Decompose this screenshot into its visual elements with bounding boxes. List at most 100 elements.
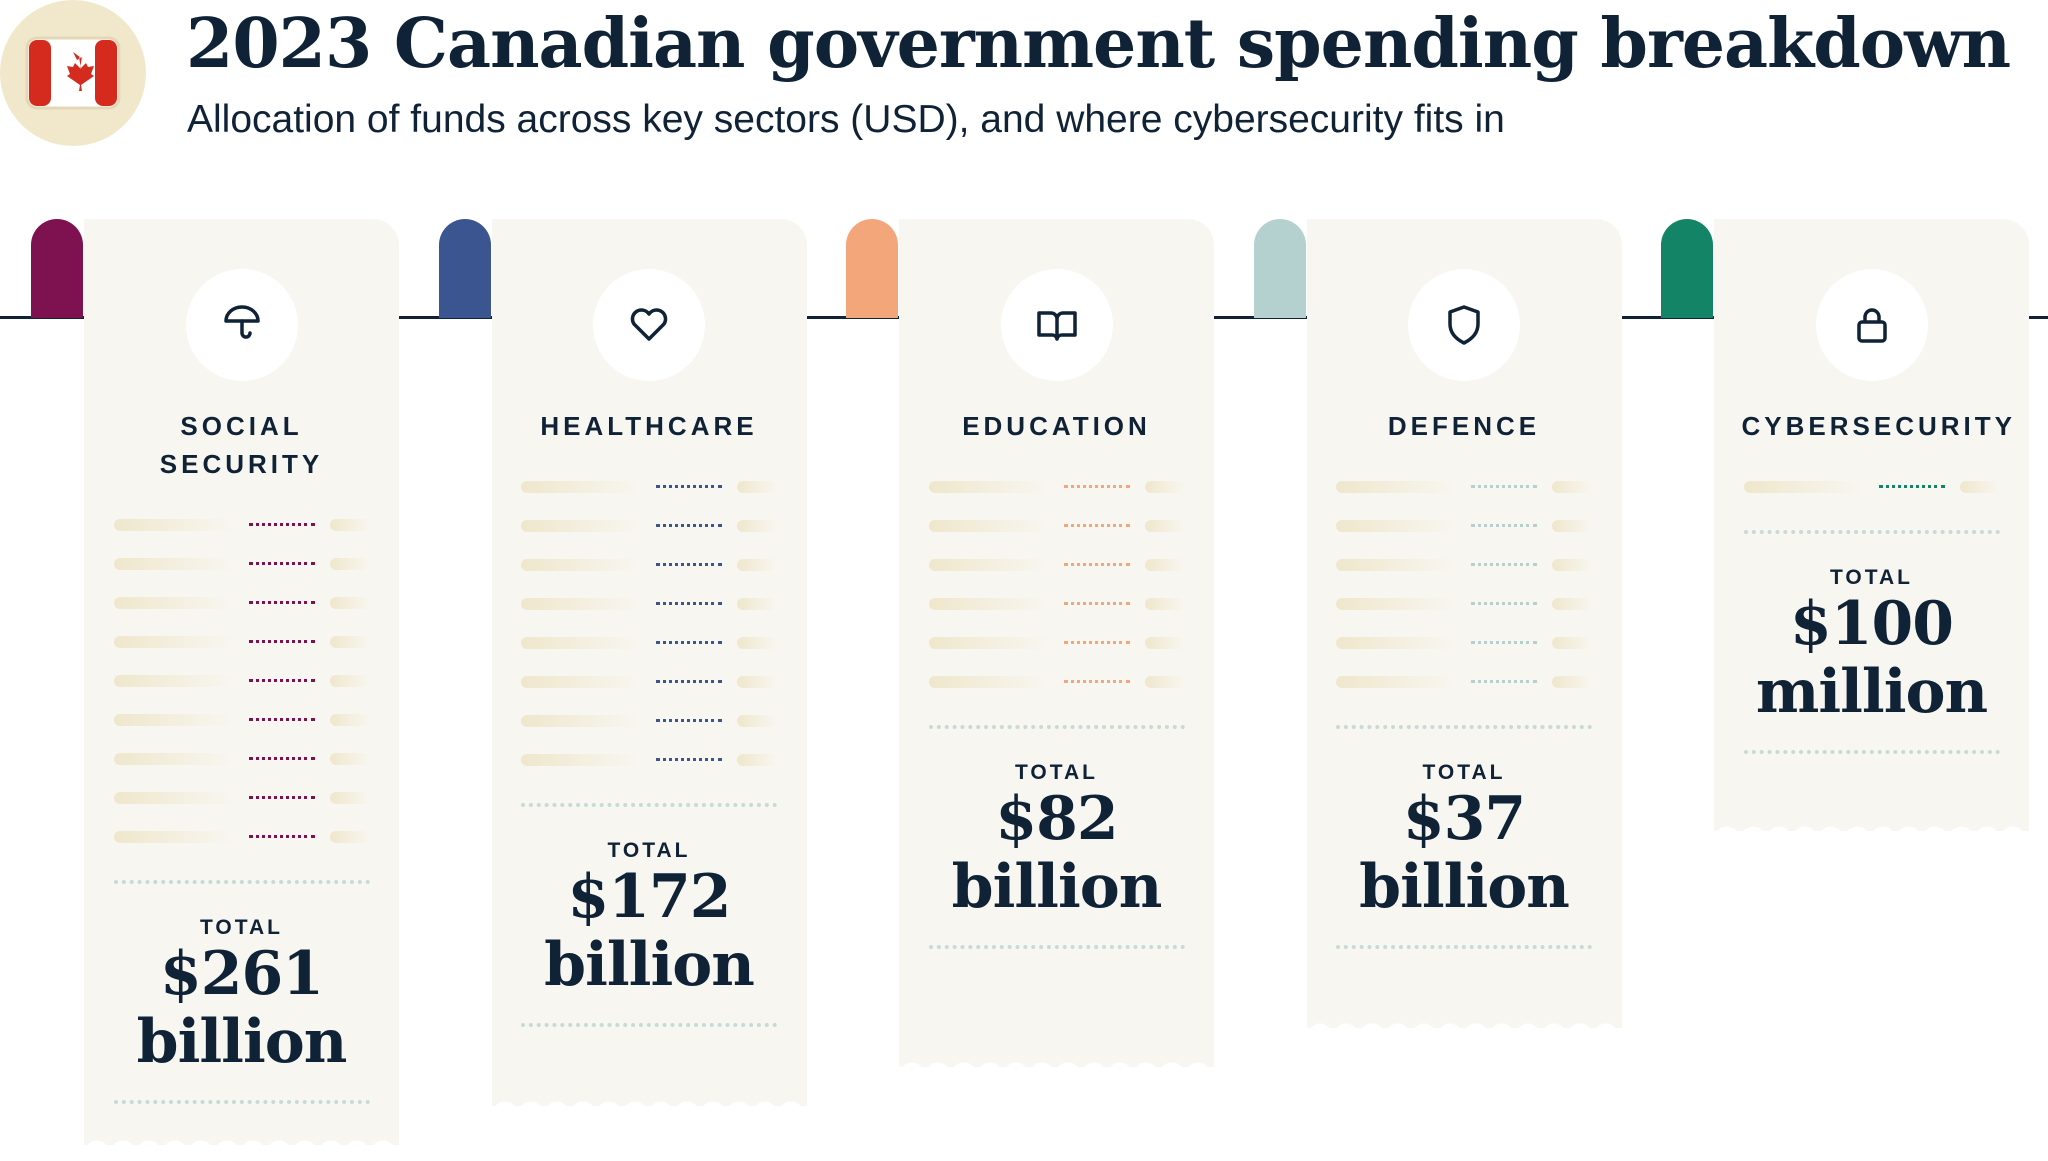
- item-bar: [737, 480, 777, 493]
- total-amount: $172: [567, 862, 732, 932]
- line-items: [113, 505, 370, 856]
- line-items: [1743, 467, 2000, 506]
- line-item: [113, 739, 370, 778]
- item-bar: [329, 518, 370, 531]
- line-item: [521, 467, 777, 506]
- item-bar: [521, 753, 641, 766]
- item-bar: [1552, 480, 1592, 493]
- item-bar: [1336, 675, 1456, 688]
- total-label: TOTAL: [1829, 566, 1914, 589]
- sector-receipt: HEALTHCARE TOTAL $172 billion: [491, 219, 807, 1106]
- item-dots: [1471, 641, 1537, 644]
- line-item: [1336, 506, 1592, 545]
- item-dots: [656, 485, 722, 488]
- line-item: [113, 700, 370, 739]
- item-dots: [248, 523, 315, 526]
- item-bar: [329, 752, 370, 765]
- sector-icon: [1408, 269, 1520, 381]
- item-bar: [737, 558, 777, 571]
- item-dots: [248, 718, 315, 721]
- line-item: [521, 701, 777, 740]
- sector-label: CYBERSECURITY: [1741, 411, 2016, 441]
- sector-label: HEALTHCARE: [540, 411, 758, 441]
- item-bar: [737, 636, 777, 649]
- item-bar: [1144, 519, 1185, 532]
- line-item: [928, 545, 1185, 584]
- item-dots: [1063, 641, 1130, 644]
- sector-label: SOCIAL SECURITY: [159, 411, 324, 479]
- item-dots: [248, 601, 315, 604]
- item-bar: [1144, 558, 1185, 571]
- item-bar: [329, 830, 370, 843]
- item-bar: [113, 674, 234, 687]
- item-dots: [1063, 485, 1130, 488]
- item-bar: [113, 596, 234, 609]
- line-item: [928, 584, 1185, 623]
- total-label: TOTAL: [607, 839, 691, 862]
- separator: [1743, 750, 2000, 754]
- line-item: [521, 584, 777, 623]
- item-bar: [521, 480, 641, 493]
- item-bar: [113, 557, 234, 570]
- item-bar: [1743, 480, 1864, 493]
- item-dots: [1878, 485, 1945, 488]
- flag-badge: [0, 0, 146, 146]
- separator: [521, 803, 777, 807]
- icon-glyph: [1856, 308, 1887, 343]
- item-bar: [737, 597, 777, 610]
- item-dots: [1063, 563, 1130, 566]
- color-tab: [1661, 219, 1713, 318]
- item-bar: [521, 597, 641, 610]
- subtitle: Allocation of funds across key sectors (…: [187, 98, 1505, 141]
- total-unit: billion: [136, 1007, 348, 1077]
- item-dots: [656, 563, 722, 566]
- item-bar: [928, 480, 1049, 493]
- item-bar: [928, 519, 1049, 532]
- item-bar: [1336, 597, 1456, 610]
- item-dots: [248, 679, 315, 682]
- total-amount: $100: [1790, 589, 1954, 659]
- total-amount: $82: [995, 784, 1118, 854]
- item-bar: [1552, 675, 1592, 688]
- line-item: [521, 506, 777, 545]
- item-bar: [1552, 558, 1592, 571]
- item-bar: [928, 675, 1049, 688]
- total-label: TOTAL: [1014, 761, 1099, 784]
- line-item: [928, 623, 1185, 662]
- flag-icon: [25, 36, 121, 110]
- item-bar: [1336, 636, 1456, 649]
- separator: [113, 880, 370, 884]
- separator: [1336, 945, 1592, 949]
- item-dots: [656, 602, 722, 605]
- total-unit: billion: [544, 930, 755, 1000]
- sector-icon: [185, 269, 298, 381]
- total-label: TOTAL: [1422, 761, 1506, 784]
- separator: [1336, 725, 1592, 729]
- line-item: [521, 623, 777, 662]
- item-dots: [1471, 485, 1537, 488]
- line-item: [113, 778, 370, 817]
- item-bar: [1336, 480, 1456, 493]
- sector-icon: [593, 269, 705, 381]
- icon-glyph: [630, 308, 668, 341]
- separator: [928, 725, 1185, 729]
- item-bar: [113, 791, 234, 804]
- line-item: [113, 544, 370, 583]
- item-dots: [248, 640, 315, 643]
- item-bar: [928, 597, 1049, 610]
- item-dots: [248, 562, 315, 565]
- item-bar: [737, 675, 777, 688]
- item-dots: [656, 719, 722, 722]
- item-dots: [1063, 680, 1130, 683]
- total-amount: $261: [160, 939, 324, 1009]
- sector-icon: [1815, 269, 1928, 381]
- item-dots: [656, 680, 722, 683]
- item-bar: [113, 635, 234, 648]
- sector-receipt: DEFENCE TOTAL $37 billion: [1306, 219, 1622, 1028]
- item-dots: [656, 524, 722, 527]
- item-dots: [1063, 602, 1130, 605]
- icon-glyph: [1448, 305, 1480, 345]
- sector-receipt: EDUCATION TOTAL $82 billion: [899, 219, 1214, 1067]
- line-item: [521, 740, 777, 779]
